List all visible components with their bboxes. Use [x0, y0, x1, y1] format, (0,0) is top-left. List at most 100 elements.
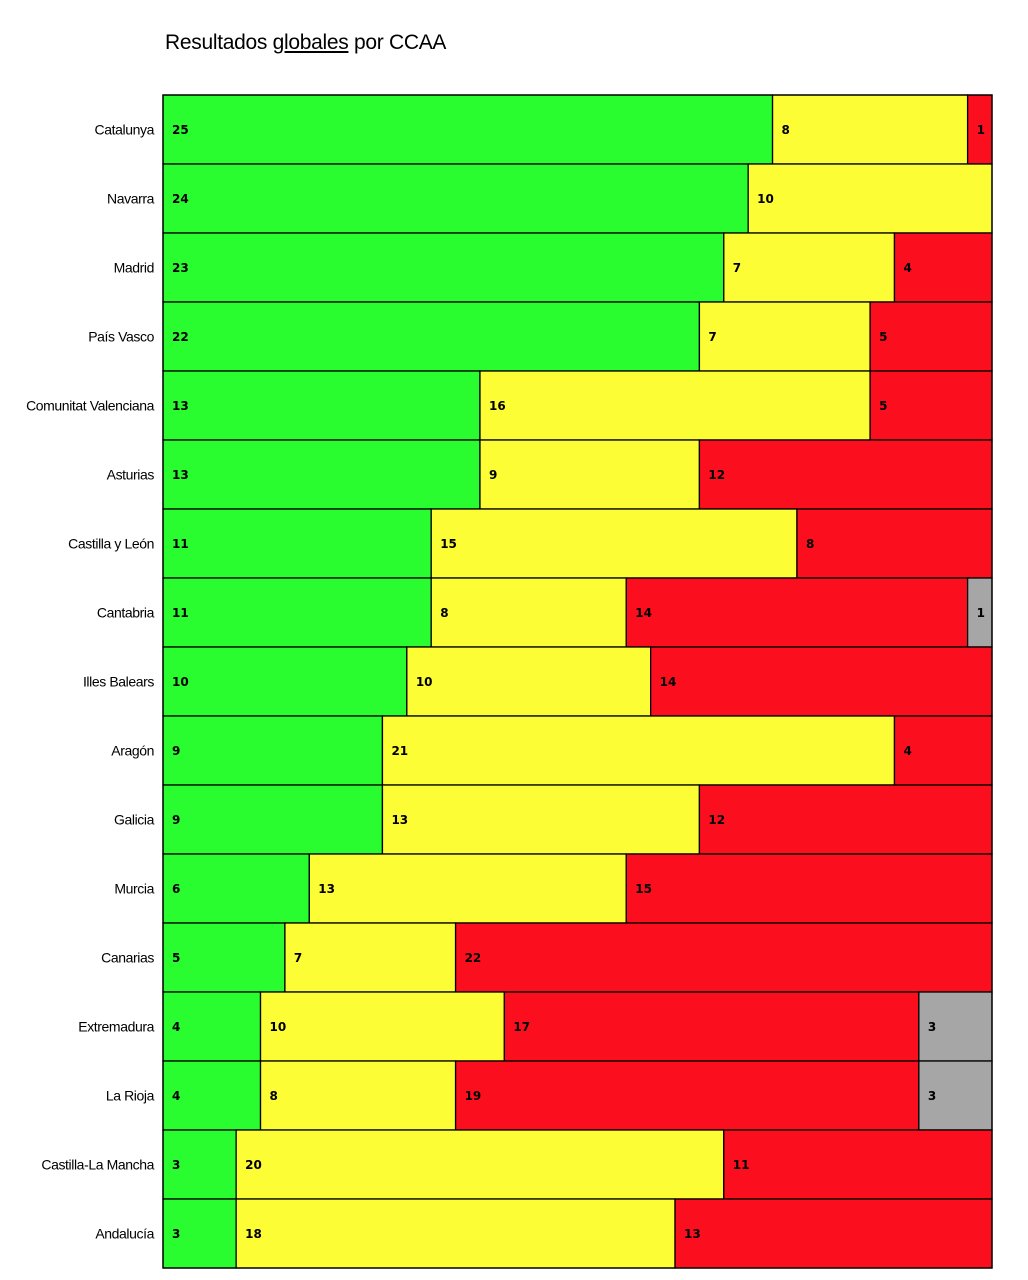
data-label: 22 — [465, 951, 482, 965]
data-label: 12 — [708, 468, 725, 482]
title-text-after: por CCAA — [348, 31, 447, 54]
bar-segment — [162, 715, 384, 786]
category-label: Aragón — [111, 743, 154, 759]
title-text-underlined: globales — [272, 31, 349, 54]
bar-segment — [162, 922, 286, 993]
category-label: Canarias — [101, 950, 154, 966]
data-label: 18 — [245, 1227, 262, 1241]
data-label: 22 — [172, 330, 189, 344]
data-label: 13 — [172, 399, 189, 413]
bar-segment — [381, 784, 701, 855]
category-label: Illes Balears — [83, 674, 154, 690]
bar-segment — [162, 163, 749, 234]
data-label: 11 — [172, 537, 189, 551]
bar-segment — [162, 94, 774, 165]
bar-segment — [723, 1129, 993, 1200]
bar-segment — [966, 577, 993, 648]
data-label: 4 — [172, 1020, 180, 1034]
bar-segment — [454, 922, 993, 993]
category-label: Catalunya — [95, 122, 155, 138]
data-label: 7 — [733, 261, 741, 275]
category-label: Andalucía — [95, 1226, 154, 1242]
bar-segment — [454, 1060, 920, 1131]
bar-segment — [698, 301, 871, 372]
category-label: Comunitat Valenciana — [26, 398, 155, 414]
bar-segment — [893, 715, 993, 786]
data-label: 9 — [172, 744, 180, 758]
bar-segment — [747, 163, 993, 234]
category-label: Murcia — [114, 881, 154, 897]
bar-segment — [918, 991, 993, 1062]
data-label: 8 — [270, 1089, 278, 1103]
data-label: 4 — [172, 1089, 180, 1103]
bar-segment — [796, 508, 993, 579]
bar-segment — [430, 577, 627, 648]
bar-segment — [406, 646, 652, 717]
bar-segment — [162, 232, 725, 303]
data-label: 13 — [684, 1227, 701, 1241]
data-label: 6 — [172, 882, 180, 896]
data-label: 25 — [172, 123, 189, 137]
bar-segment — [503, 991, 920, 1062]
bar-segment — [625, 577, 969, 648]
category-label: Navarra — [107, 191, 155, 207]
data-label: 5 — [879, 399, 887, 413]
data-label: 20 — [245, 1158, 262, 1172]
data-label: 13 — [172, 468, 189, 482]
data-label: 3 — [172, 1227, 180, 1241]
chart-title: Resultados globales por CCAA — [165, 31, 446, 55]
bar-segment — [649, 646, 993, 717]
data-label: 10 — [172, 675, 189, 689]
bar-segment — [869, 301, 993, 372]
data-label: 1 — [977, 123, 985, 137]
bar-segment — [162, 991, 262, 1062]
bar-segment — [674, 1198, 993, 1269]
bar-segment — [381, 715, 896, 786]
data-label: 21 — [391, 744, 408, 758]
bar-segment — [479, 370, 871, 441]
bar-segment — [162, 508, 432, 579]
bar-segment — [698, 439, 993, 510]
data-label: 1 — [977, 606, 985, 620]
bar-segment — [162, 370, 481, 441]
bar-segment — [430, 508, 798, 579]
data-label: 15 — [635, 882, 652, 896]
data-label: 19 — [465, 1089, 482, 1103]
bar-segment — [723, 232, 896, 303]
data-label: 14 — [635, 606, 652, 620]
data-label: 5 — [172, 951, 180, 965]
bar-segment — [698, 784, 993, 855]
category-label: Cantabria — [97, 605, 155, 621]
bar-segment — [869, 370, 993, 441]
data-label: 9 — [489, 468, 497, 482]
data-label: 8 — [806, 537, 814, 551]
category-label: Castilla-La Mancha — [41, 1157, 154, 1173]
data-label: 4 — [903, 744, 911, 758]
bar-segment — [479, 439, 701, 510]
data-label: 5 — [879, 330, 887, 344]
category-label: País Vasco — [88, 329, 154, 345]
bar-segment — [162, 1129, 237, 1200]
plot-frame — [162, 94, 993, 1269]
data-label: 8 — [440, 606, 448, 620]
data-label: 8 — [782, 123, 790, 137]
data-label: 3 — [928, 1089, 936, 1103]
bar-segment — [259, 1060, 457, 1131]
data-label: 12 — [708, 813, 725, 827]
bar-segment — [162, 784, 384, 855]
data-label: 14 — [660, 675, 677, 689]
data-label: 3 — [172, 1158, 180, 1172]
bar-segment — [308, 853, 627, 924]
bar-segment — [162, 301, 701, 372]
data-label: 23 — [172, 261, 189, 275]
bar-segment — [259, 991, 506, 1062]
category-label: Galicia — [114, 812, 155, 828]
bar-segment — [235, 1129, 725, 1200]
bar-segment — [162, 646, 408, 717]
data-label: 9 — [172, 813, 180, 827]
category-label: Asturias — [107, 467, 155, 483]
data-label: 11 — [172, 606, 189, 620]
data-label: 10 — [270, 1020, 287, 1034]
data-label: 24 — [172, 192, 189, 206]
bar-segment — [235, 1198, 676, 1269]
